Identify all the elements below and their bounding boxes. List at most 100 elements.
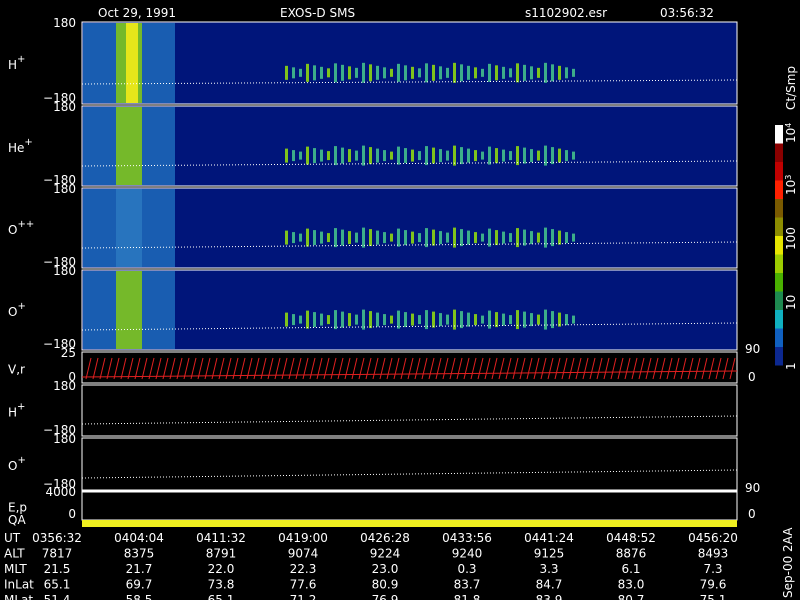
ephemeris-value: 7.3 (703, 562, 722, 576)
colorbar-segment (775, 162, 783, 181)
ephemeris-value: 0426:28 (360, 531, 410, 545)
ephemeris-value: 3.3 (539, 562, 558, 576)
spectrum-streak (551, 311, 554, 329)
panel-label-text: V,r (8, 363, 25, 377)
spectrum-streak (376, 148, 379, 163)
colorbar-segment (775, 328, 783, 347)
ephemeris-value: 23.0 (372, 562, 399, 576)
spectrum-streak (439, 149, 442, 163)
spectrum-burst (116, 271, 142, 349)
spectrum-streak (383, 150, 386, 162)
spectrum-streak (397, 146, 400, 165)
y-tick-label: 25 (61, 346, 76, 360)
y-tick-label: 180 (53, 264, 76, 278)
spectrum-streak (544, 227, 547, 248)
spectrum-streak (285, 230, 288, 245)
spectrum-streak (551, 64, 554, 82)
velocity-trace (449, 357, 456, 380)
y-tick-label: −180 (43, 255, 76, 269)
panel-label-text: O (8, 459, 17, 473)
spectrum-streak (509, 315, 512, 325)
colorbar-segment (775, 273, 783, 292)
spectrum-streak (355, 232, 358, 243)
velocity-trace (379, 357, 386, 380)
ephemeris-label: UT (4, 531, 21, 545)
velocity-trace (442, 357, 449, 380)
velocity-trace (505, 357, 512, 380)
panel (81, 490, 738, 521)
spectrum-streak (474, 314, 477, 326)
spectrum-streak (446, 232, 449, 243)
ephemeris-value: 0404:04 (114, 531, 164, 545)
colorbar-tick-text: 10 (784, 128, 798, 143)
ephemeris-value: 9125 (534, 547, 565, 561)
y-tick-label: 4000 (45, 485, 76, 499)
spectrum-streak (488, 63, 491, 82)
spectrum-streak (446, 67, 449, 78)
y2-tick-label: 90 (745, 481, 760, 495)
spectrum-streak (530, 313, 533, 327)
spectrum-streak (362, 309, 365, 330)
velocity-trace (722, 357, 729, 380)
spectrum-streak (369, 229, 372, 247)
velocity-trace (414, 357, 421, 380)
spectrum-streak (376, 230, 379, 245)
spectrum-streak (418, 151, 421, 161)
velocity-trace (316, 357, 323, 380)
spectrum-streak (509, 151, 512, 161)
spectrum-streak (439, 231, 442, 245)
ephemeris-value: 0433:56 (442, 531, 492, 545)
velocity-trace (407, 357, 414, 380)
spectrum-streak (467, 312, 470, 327)
spectrum-streak (320, 66, 323, 79)
spectrum-streak (495, 148, 498, 164)
spectrum-streak (474, 150, 477, 162)
velocity-trace (386, 357, 393, 380)
spectrum-streak (390, 233, 393, 242)
velocity-trace (589, 357, 596, 380)
y2-tick-label: 90 (745, 342, 760, 356)
spectrum-streak (369, 64, 372, 82)
velocity-trace (421, 357, 428, 380)
velocity-trace (477, 357, 484, 380)
spectrum-streak (397, 228, 400, 247)
spectrum-streak (376, 312, 379, 327)
ephemeris-value: 22.3 (290, 562, 317, 576)
y-tick-label: −180 (43, 91, 76, 105)
ephemeris-value: 69.7 (126, 578, 153, 592)
panel-label-sup: + (24, 137, 32, 148)
spectrum-streak (355, 150, 358, 161)
ephemeris-value: 75.1 (700, 593, 727, 600)
panel-label: O+ (8, 455, 26, 473)
velocity-trace (141, 357, 148, 380)
spectrum-streak (551, 229, 554, 247)
spectrum-streak (383, 232, 386, 244)
colorbar-tick-sup: 4 (784, 123, 793, 128)
ephemeris-value: 51.4 (44, 593, 71, 600)
spectrum-streak (446, 150, 449, 161)
panel-label-sup: + (17, 402, 25, 413)
spectrum-streak (285, 65, 288, 80)
spectrum-streak (467, 230, 470, 245)
spectrum-streak (313, 230, 316, 246)
spectrum-streak (362, 145, 365, 166)
y-tick-label: 180 (53, 182, 76, 196)
spectrum-streak (544, 309, 547, 330)
spectrum-streak (327, 315, 330, 325)
colorbar-segment (775, 143, 783, 162)
spectrum-streak (460, 64, 463, 82)
colorbar-tick-label: 104 (784, 123, 798, 143)
pitch-trace (81, 469, 738, 479)
panel (81, 105, 738, 187)
velocity-trace (715, 357, 722, 380)
ephemeris-value: 0419:00 (278, 531, 328, 545)
spectrum-streak (327, 68, 330, 78)
spectrum-streak (383, 314, 386, 326)
y-tick-label: −180 (43, 337, 76, 351)
colorbar-tick-sup: 3 (784, 175, 793, 180)
spectrum-streak (530, 149, 533, 163)
ephemeris-value: 21.5 (44, 562, 71, 576)
velocity-trace (99, 357, 106, 380)
header-file: s1102902.esr (525, 6, 607, 20)
